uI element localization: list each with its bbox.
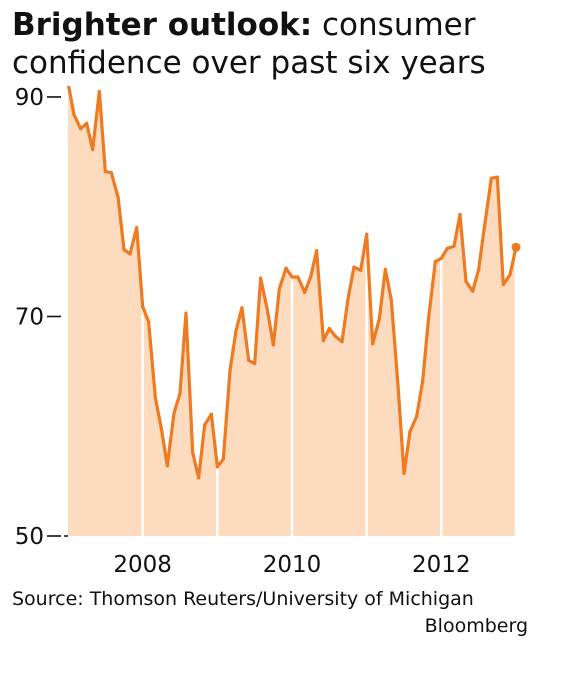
data-point — [321, 339, 325, 343]
data-point — [109, 171, 113, 175]
data-point — [165, 464, 169, 468]
data-point — [508, 273, 512, 277]
x-tick-label-2012: 2012 — [412, 552, 471, 578]
data-point — [483, 223, 487, 227]
data-point — [415, 414, 419, 418]
data-point — [433, 260, 437, 264]
data-point — [271, 343, 275, 347]
data-point — [277, 287, 281, 291]
data-point — [234, 329, 238, 333]
data-point — [309, 275, 313, 279]
data-point — [265, 308, 269, 312]
data-point — [402, 471, 406, 476]
data-point — [340, 340, 344, 344]
data-point — [303, 290, 307, 294]
data-point — [352, 265, 356, 269]
data-point — [421, 379, 425, 383]
latest-point-marker — [511, 242, 521, 252]
data-point — [209, 412, 213, 416]
source-credit: Bloomberg — [424, 615, 528, 637]
data-point — [327, 326, 331, 331]
data-point — [72, 112, 76, 117]
data-point — [159, 426, 163, 431]
data-point — [389, 298, 393, 302]
data-point — [91, 148, 95, 152]
data-point — [172, 411, 176, 415]
data-point — [184, 311, 188, 315]
data-point — [464, 279, 468, 283]
data-point — [290, 275, 294, 279]
data-point — [284, 266, 288, 270]
data-point — [122, 247, 126, 252]
data-point — [247, 358, 251, 362]
data-point — [458, 212, 462, 217]
data-point — [359, 268, 363, 272]
data-point — [253, 362, 257, 366]
x-tick-label-2010: 2010 — [263, 552, 322, 578]
data-point — [501, 283, 505, 287]
data-point — [153, 396, 157, 400]
data-point — [477, 267, 481, 271]
data-point — [439, 256, 443, 260]
data-point — [377, 317, 381, 321]
data-point — [296, 275, 300, 279]
data-point — [141, 305, 145, 309]
data-point — [240, 306, 244, 310]
data-point — [333, 334, 337, 338]
data-point — [203, 423, 207, 427]
x-tick-label-2008: 2008 — [113, 552, 172, 578]
data-point — [128, 252, 132, 256]
source-text: Source: Thomson Reuters/University of Mi… — [12, 588, 474, 610]
data-point — [147, 320, 151, 324]
data-point — [489, 176, 493, 180]
data-point — [191, 450, 195, 455]
data-point — [471, 289, 475, 293]
data-point — [427, 315, 431, 320]
data-point — [215, 465, 219, 469]
data-point — [79, 127, 83, 131]
data-point — [259, 276, 263, 280]
data-point — [85, 121, 89, 125]
data-point — [197, 476, 201, 480]
consumer-confidence-chart: 90 70 50 2008 2010 2012 — [15, 86, 521, 578]
data-point — [228, 368, 232, 372]
data-point — [116, 195, 120, 199]
source-note: Source: Thomson Reuters/University of Mi… — [12, 586, 528, 640]
y-tick-label-50: 50 — [15, 524, 44, 550]
data-point — [103, 170, 107, 174]
data-point — [135, 225, 139, 230]
data-point — [221, 457, 225, 461]
chart-title-rest: consumer confidence over past six years — [12, 7, 486, 81]
data-point — [97, 89, 101, 94]
chart-title: Brighter outlook: consumer confidence ov… — [12, 6, 572, 82]
y-tick-label-90: 90 — [15, 86, 44, 111]
y-tick-label-70: 70 — [15, 304, 44, 330]
data-point — [365, 232, 369, 236]
data-point — [408, 430, 412, 434]
data-point — [383, 267, 387, 271]
data-point — [495, 175, 499, 179]
data-point — [371, 342, 375, 346]
data-point — [346, 297, 350, 301]
chart-title-lead: Brighter outlook: — [12, 7, 313, 43]
data-point — [445, 246, 449, 251]
data-point — [452, 244, 456, 248]
data-point — [396, 384, 400, 388]
data-point — [315, 249, 319, 253]
data-point — [178, 391, 182, 395]
